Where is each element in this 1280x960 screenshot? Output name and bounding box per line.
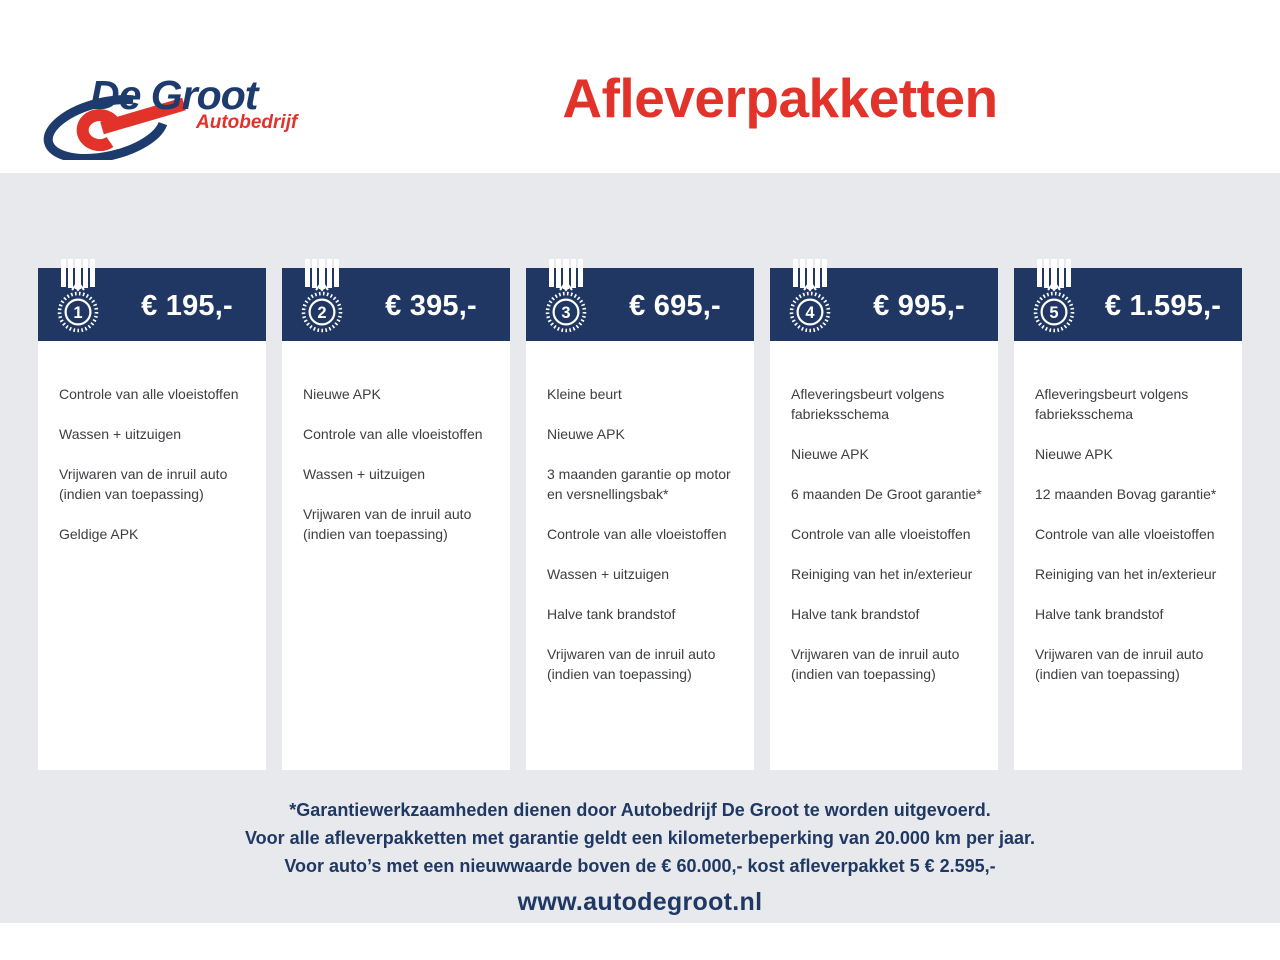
package-price: € 1.595,- [1104, 290, 1222, 322]
medal-icon: 2 [301, 259, 343, 333]
footnotes: *Garantiewerkzaamheden dienen door Autob… [0, 796, 1280, 880]
medal-number: 2 [317, 304, 326, 322]
package-item: Kleine beurt [547, 386, 622, 402]
package-item: Vrijwaren van de inruil auto (indien van… [791, 646, 960, 682]
package-price: € 995,- [873, 290, 965, 322]
package-card-header: 1 € 195,- [38, 259, 266, 341]
package-card-header: 3 € 695,- [526, 259, 754, 341]
package-item: Halve tank brandstof [547, 606, 676, 622]
package-card: 2 € 395,- Nieuwe APK Controle van alle vl… [282, 259, 510, 770]
package-item: Halve tank brandstof [1035, 606, 1164, 622]
medal-icon: 1 [57, 259, 99, 333]
medal-icon: 3 [545, 259, 587, 333]
package-items: Kleine beurt Nieuwe APK 3 maanden garantie… [526, 341, 754, 684]
package-items: Afleveringsbeurt volgens fabrieksschema N… [1014, 341, 1242, 684]
page-title: Afleverpakketten [562, 67, 998, 129]
package-item: Wassen + uitzuigen [303, 466, 426, 482]
package-item: Vrijwaren van de inruil auto (indien van… [303, 506, 472, 542]
package-item: Wassen + uitzuigen [59, 426, 182, 442]
package-item: Afleveringsbeurt volgens fabrieksschema [791, 386, 945, 422]
package-item: Controle van alle vloeistoffen [303, 426, 483, 442]
degroot-logo: De Groot Autobedrijf [38, 66, 308, 166]
package-item: 6 maanden De Groot garantie* [791, 486, 982, 502]
package-price: € 695,- [629, 290, 721, 322]
website-link[interactable]: www.autodegroot.nl [517, 888, 763, 916]
packages-row: 1 € 195,- Controle van alle vloeistoffen… [38, 259, 1242, 770]
package-card: 5 € 1.595,- Afleveringsbeurt volgens fab… [1014, 259, 1242, 770]
package-item: 12 maanden Bovag garantie* [1035, 486, 1217, 502]
package-item: Controle van alle vloeistoffen [1035, 526, 1215, 542]
package-items: Afleveringsbeurt volgens fabrieksschema N… [770, 341, 998, 684]
degroot-swoosh-icon [43, 95, 186, 160]
package-item: Reiniging van het in/exterieur [1035, 566, 1217, 582]
package-card-header: 2 € 395,- [282, 259, 510, 341]
package-item: Vrijwaren van de inruil auto (indien van… [1035, 646, 1204, 682]
header-band: De Groot Autobedrijf Afleverpakketten [0, 0, 1280, 173]
medal-icon: 4 [789, 259, 831, 333]
package-card: 4 € 995,- Afleveringsbeurt volgens fabri… [770, 259, 998, 770]
package-item: Geldige APK [59, 526, 139, 542]
package-item: Halve tank brandstof [791, 606, 920, 622]
medal-number: 5 [1049, 304, 1058, 322]
package-card: 3 € 695,- Kleine beurt Nieuwe APK 3 maande… [526, 259, 754, 770]
footnote-line: *Garantiewerkzaamheden dienen door Autob… [289, 800, 991, 820]
package-item: Vrijwaren van de inruil auto (indien van… [547, 646, 716, 682]
package-item: Afleveringsbeurt volgens fabrieksschema [1035, 386, 1189, 422]
package-item: Controle van alle vloeistoffen [791, 526, 971, 542]
package-card-header: 4 € 995,- [770, 259, 998, 341]
package-item: Controle van alle vloeistoffen [59, 386, 239, 402]
logo-brand-name: De Groot [90, 72, 258, 118]
package-item: Controle van alle vloeistoffen [547, 526, 727, 542]
package-card-header: 5 € 1.595,- [1014, 259, 1242, 341]
medal-number: 1 [73, 304, 82, 322]
package-item: Nieuwe APK [303, 386, 381, 402]
medal-number: 4 [805, 304, 815, 322]
package-item: Wassen + uitzuigen [547, 566, 670, 582]
medal-number: 3 [561, 304, 570, 322]
package-item: Nieuwe APK [547, 426, 625, 442]
package-item: Nieuwe APK [791, 446, 869, 462]
package-item: Vrijwaren van de inruil auto (indien van… [59, 466, 228, 502]
package-item: 3 maanden garantie op motor en versnelli… [547, 466, 731, 502]
medal-icon: 5 [1033, 259, 1075, 333]
footnote-line: Voor auto’s met een nieuwwaarde boven de… [284, 856, 996, 876]
package-items: Nieuwe APK Controle van alle vloeistoffen… [282, 341, 510, 544]
package-item: Reiniging van het in/exterieur [791, 566, 973, 582]
footnote-line: Voor alle afleverpakketten met garantie … [244, 828, 1035, 848]
package-price: € 195,- [141, 290, 233, 322]
package-items: Controle van alle vloeistoffen Wassen + u… [38, 341, 266, 544]
package-item: Nieuwe APK [1035, 446, 1113, 462]
logo-brand-tagline: Autobedrijf [196, 112, 298, 133]
package-card: 1 € 195,- Controle van alle vloeistoffen… [38, 259, 266, 770]
package-price: € 395,- [385, 290, 477, 322]
